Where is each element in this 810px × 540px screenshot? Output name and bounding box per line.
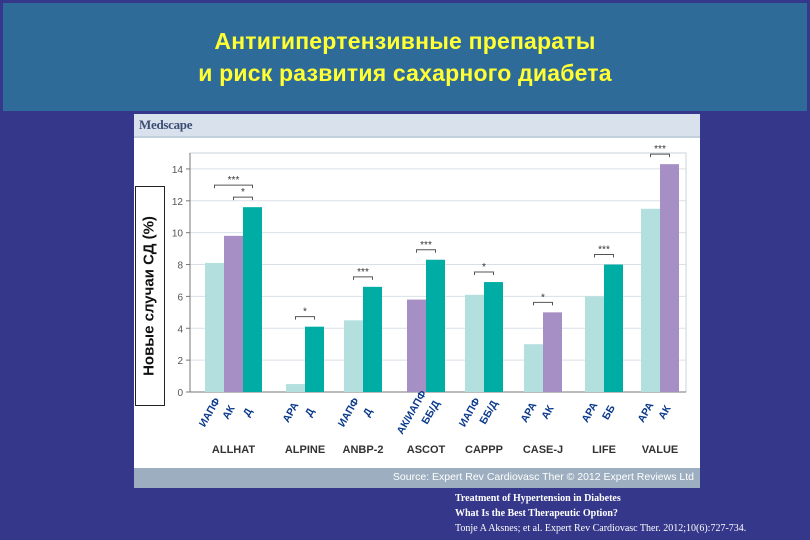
bar-category-label: Д — [303, 406, 317, 419]
y-tick-label: 2 — [177, 356, 183, 367]
bar-category-label: АРА — [518, 400, 539, 425]
y-axis-label-box — [135, 186, 165, 406]
significance-marker: *** — [228, 175, 240, 186]
group-label: CASE-J — [523, 444, 563, 456]
bar-category-label: АК — [220, 403, 238, 422]
significance-marker: * — [482, 262, 486, 273]
group-label: ASCOT — [407, 444, 446, 456]
y-tick-label: 14 — [172, 165, 184, 176]
y-tick-label: 8 — [177, 261, 183, 272]
medscape-logo: Medscape — [139, 117, 193, 132]
bar — [585, 296, 604, 392]
bar — [426, 259, 445, 392]
citation-title: Treatment of Hypertension in Diabetes — [455, 493, 621, 504]
bar-category-label: АРА — [579, 400, 600, 425]
bar-category-label: Д — [361, 406, 375, 419]
y-tick-label: 12 — [172, 197, 184, 208]
significance-bracket — [353, 276, 373, 280]
group-label: VALUE — [642, 444, 678, 456]
significance-marker: *** — [598, 245, 610, 256]
citation-subtitle: What Is the Best Therapeutic Option? — [455, 508, 618, 519]
significance-bracket — [233, 196, 253, 201]
significance-bracket — [650, 153, 670, 158]
figure-source: Source: Expert Rev Cardiovasc Ther © 201… — [392, 471, 694, 483]
bar-category-label: ИАПФ — [336, 396, 362, 429]
group-label: LIFE — [592, 444, 616, 456]
significance-marker: *** — [420, 240, 432, 251]
citation: Treatment of Hypertension in Diabetes Wh… — [455, 491, 805, 536]
y-tick-label: 4 — [177, 324, 183, 335]
y-tick-label: 0 — [177, 388, 183, 399]
significance-marker: *** — [654, 144, 666, 155]
significance-bracket — [533, 301, 553, 306]
group-label: ALPINE — [285, 444, 325, 456]
bar — [407, 299, 426, 392]
bar — [224, 235, 243, 392]
bar — [243, 207, 262, 392]
bar-category-label: ИАПФ — [457, 396, 483, 429]
bar-category-label: АРА — [635, 400, 656, 425]
bar — [660, 164, 679, 392]
figure-header-bar: Medscape — [134, 114, 700, 138]
slide-title-line2: и риск развития сахарного диабета — [198, 60, 612, 86]
bar-category-label: АРА — [280, 400, 301, 425]
significance-marker: * — [241, 187, 245, 198]
slide-title-line1: Антигипертензивные препараты — [214, 28, 596, 54]
bar — [543, 312, 562, 392]
bar-category-label: Д — [241, 406, 255, 419]
bar — [524, 344, 543, 392]
significance-bracket — [416, 249, 436, 253]
significance-bracket — [214, 184, 253, 189]
bar — [286, 384, 305, 392]
bar — [305, 326, 324, 392]
bar-category-label: ИАПФ — [197, 396, 223, 429]
y-axis-label: Новые случаи СД (%) — [140, 216, 158, 376]
citation-reference: Tonje A Aksnes; et al. Expert Rev Cardio… — [455, 523, 747, 534]
bar-category-label: ББ — [600, 403, 618, 422]
bar — [641, 208, 660, 392]
significance-marker: *** — [357, 267, 369, 278]
significance-marker: * — [303, 307, 307, 318]
bar — [363, 286, 382, 392]
significance-bracket — [594, 254, 614, 258]
significance-bracket — [295, 316, 315, 320]
figure-source-bar: Source: Expert Rev Cardiovasc Ther © 201… — [134, 468, 700, 488]
bar — [604, 264, 623, 392]
group-label: ANBP-2 — [343, 444, 384, 456]
y-tick-label: 10 — [172, 229, 184, 240]
bar — [484, 282, 503, 392]
bar-category-label: АК — [656, 403, 674, 422]
group-label: ALLHAT — [212, 444, 255, 456]
significance-bracket — [474, 271, 494, 276]
significance-marker: * — [541, 292, 545, 303]
bar-category-label: АК — [539, 403, 557, 422]
title-banner: Антигипертензивные препараты и риск разв… — [3, 3, 807, 111]
y-tick-label: 6 — [177, 292, 183, 303]
bar — [465, 294, 484, 392]
bar — [344, 320, 363, 392]
group-label: CAPPP — [465, 444, 503, 456]
bar — [205, 262, 224, 392]
